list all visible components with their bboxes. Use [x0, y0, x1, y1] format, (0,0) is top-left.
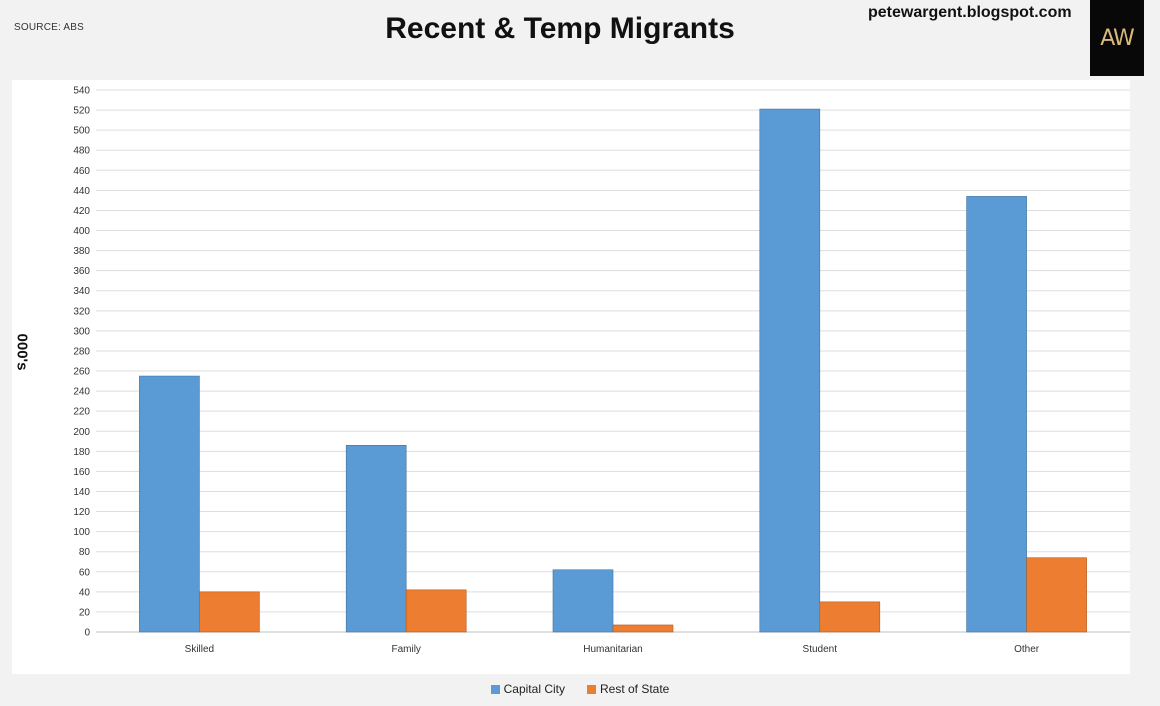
bar-student-rest-of-state — [819, 601, 881, 633]
legend-item-rest-of-state: Rest of State — [586, 682, 670, 696]
legend-label-capital-city: Capital City — [503, 682, 565, 696]
bar-student-capital-city — [759, 108, 821, 633]
y-tick-label: 140 — [73, 487, 90, 498]
bar-family-capital-city — [345, 445, 407, 633]
y-tick-label: 20 — [79, 607, 91, 618]
y-tick-label: 260 — [73, 367, 90, 378]
y-tick-label: 0 — [84, 628, 90, 639]
y-tick-label: 540 — [73, 86, 90, 97]
y-axis-label: 000's — [13, 333, 31, 371]
x-tick-label: Other — [1014, 644, 1040, 655]
bar-other-capital-city — [966, 196, 1027, 633]
y-tick-label: 100 — [73, 527, 90, 538]
y-tick-label: 160 — [73, 467, 90, 478]
bar-skilled-rest-of-state — [199, 591, 260, 633]
y-tick-label: 220 — [73, 407, 90, 418]
y-tick-label: 60 — [79, 567, 91, 578]
y-tick-label: 40 — [79, 587, 91, 598]
y-tick-label: 200 — [73, 427, 90, 438]
y-tick-label: 440 — [73, 186, 90, 197]
y-tick-label: 360 — [73, 266, 90, 277]
x-tick-label: Skilled — [185, 644, 214, 655]
legend-swatch-capital-city — [490, 684, 500, 694]
bar-humanitarian-rest-of-state — [612, 624, 674, 633]
bar-family-rest-of-state — [405, 589, 467, 633]
blog-url: petewargent.blogspot.com — [868, 4, 1072, 21]
y-tick-label: 80 — [79, 547, 91, 558]
bar-humanitarian-capital-city — [552, 569, 614, 633]
y-tick-label: 400 — [73, 226, 90, 237]
legend-label-rest-of-state: Rest of State — [599, 682, 670, 696]
bar-other-rest-of-state — [1026, 557, 1087, 633]
y-tick-label: 420 — [73, 206, 90, 217]
y-tick-label: 480 — [73, 146, 90, 157]
legend-item-capital-city: Capital City — [490, 682, 565, 696]
y-tick-label: 520 — [73, 106, 90, 117]
y-tick-label: 320 — [73, 306, 90, 317]
source-note: SOURCE: ABS — [14, 22, 84, 33]
y-tick-label: 280 — [73, 346, 90, 357]
y-tick-label: 340 — [73, 286, 90, 297]
chart-title: Recent & Temp Migrants — [385, 12, 735, 45]
legend: Capital City Rest of State — [0, 682, 1160, 696]
y-tick-label: 380 — [73, 246, 90, 257]
x-tick-label: Student — [803, 644, 838, 655]
aw-logo: AW — [1090, 0, 1144, 76]
legend-swatch-rest-of-state — [586, 684, 596, 694]
y-tick-label: 460 — [73, 166, 90, 177]
x-tick-label: Family — [391, 644, 420, 655]
y-tick-label: 240 — [73, 387, 90, 398]
y-tick-label: 180 — [73, 447, 90, 458]
x-tick-label: Humanitarian — [583, 644, 642, 655]
bar-skilled-capital-city — [139, 375, 200, 633]
y-tick-label: 120 — [73, 507, 90, 518]
y-tick-label: 300 — [73, 326, 90, 337]
y-tick-label: 500 — [73, 126, 90, 137]
